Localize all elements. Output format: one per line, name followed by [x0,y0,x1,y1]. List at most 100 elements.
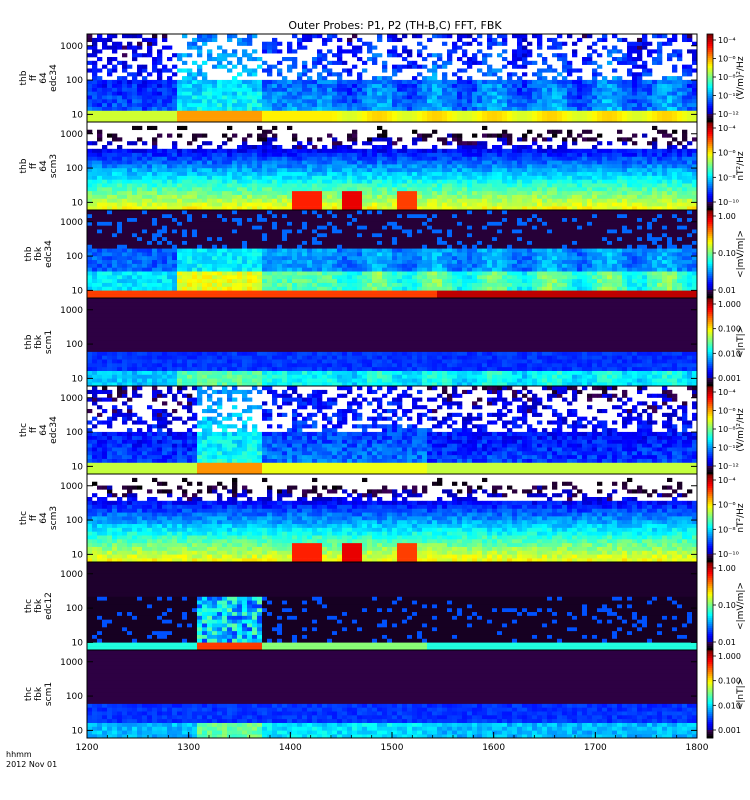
panel-1-colorbar-tick-label: 10⁻⁶ [718,55,736,64]
panel-3-heatmap [87,210,698,299]
x-axis: 1200 1300 1400 1500 1600 1700 1800 [76,732,709,753]
panel-4-y-tick-label: 10 [72,374,84,384]
panel-2: 1000 100 10 thb ff 64 scm3 10⁻⁴ 10⁻⁶ 10⁻⁸ 10⁻¹⁰ nT²… [19,121,746,211]
panel-4-colorbar-tick-label: 0.010 [718,349,741,358]
panel-4-colorbar-tick-label: 1.000 [718,300,741,309]
panel-3-label: thb fbk edc34 [24,240,54,268]
panel-label-line: fbk [34,598,44,613]
panel-8-heatmap [87,650,698,739]
panel-5-y-tick-label: 10 [72,462,84,472]
panel-6-colorbar-tick-label: 10⁻⁸ [718,525,736,534]
panel-label-line: edc34 [49,416,59,444]
panel-1-colorbar-tick-label: 10⁻¹⁰ [718,92,739,101]
panel-4-colorbar-tick-label: 0.100 [718,325,741,334]
panel-6-y-axis: 1000 100 10 [60,482,697,560]
panel-label-line: edc34 [44,240,54,268]
panel-4-y-tick-label: 1000 [60,306,83,316]
panel-3-colorbar-tick-label: 1.00 [718,212,736,221]
panel-1-y-tick-label: 10 [72,110,84,120]
panel-label-line: ff [29,74,39,81]
panel-5-colorbar-tick-label: 10⁻⁸ [718,425,736,434]
panel-4-colorbar: 1.000 0.100 0.010 0.001 <|nT|> [706,297,746,387]
panel-3-y-tick-label: 1000 [60,218,83,228]
panel-8: 1000 100 10 thc fbk scm1 1.000 0.100 0.010 0.001 <… [24,649,746,739]
panel-label-line: scm1 [44,330,54,354]
x-tick-label: 1600 [482,743,505,753]
panel-3-y-tick-label: 10 [72,286,84,296]
x-tick-label: 1500 [381,743,404,753]
panel-5-y-axis: 1000 100 10 [60,394,697,472]
panel-8-y-tick-label: 100 [66,692,83,702]
panel-6-colorbar-title: nT²/Hz [736,503,746,533]
panel-2-colorbar-title: nT²/Hz [736,151,746,181]
x-tick-label: 1700 [584,743,607,753]
panel-2-label: thb ff 64 scm3 [19,154,59,178]
panel-7: 1000 100 10 thc fbk edc12 1.00 0.10 0.01<|mV/m|> [24,561,746,651]
panel-3-y-axis: 1000 100 10 [60,218,697,296]
panel-4-colorbar-title: <|nT|> [736,326,746,358]
panel-1-y-tick-label: 100 [66,76,83,86]
panel-1-label: thb ff 64 edc34 [19,64,59,92]
panel-7-y-tick-label: 100 [66,604,83,614]
panel-label-line: edc12 [44,592,54,620]
panel-8-colorbar-title: <|nT|> [736,678,746,710]
panel-7-colorbar-tick-label: 0.01 [718,638,736,647]
panel-7-colorbar: 1.00 0.10 0.01<|mV/m|> [706,561,746,651]
panel-7-colorbar-title: <|mV/m|> [736,582,746,630]
panel-7-y-tick-label: 1000 [60,570,83,580]
panel-7-heatmap [87,562,698,651]
panel-8-colorbar-tick-label: 0.001 [718,726,741,735]
panel-8-colorbar-tick-label: 0.100 [718,677,741,686]
panel-6-heatmap [87,474,698,563]
panel-2-colorbar-tick-label: 10⁻¹⁰ [718,198,739,207]
panel-label-line: scm3 [49,506,59,530]
panel-8-colorbar-tick-label: 0.010 [718,701,741,710]
panel-4-label: thb fbk scm1 [24,330,54,354]
panel-3-colorbar-tick-label: 0.10 [718,249,736,258]
panel-1-colorbar-title: (V/m)²/Hz [736,56,746,99]
x-tick-label: 1800 [686,743,709,753]
panel-1-colorbar-tick-label: 10⁻¹² [718,110,739,119]
panel-2-colorbar-tick-label: 10⁻⁸ [718,173,736,182]
panel-3-colorbar: 1.00 0.10 0.01<|mV/m|> [706,209,746,299]
panel-5-colorbar-tick-label: 10⁻⁴ [718,388,736,397]
x-tick-label: 1300 [177,743,200,753]
panel-8-colorbar-tick-label: 1.000 [718,652,741,661]
panel-7-y-axis: 1000 100 10 [60,570,697,648]
panel-4-y-tick-label: 100 [66,340,83,350]
panel-label-line: thc [24,687,34,701]
panel-6-y-tick-label: 1000 [60,482,83,492]
panel-5-colorbar-tick-label: 10⁻⁶ [718,407,736,416]
panel-3-colorbar-tick-label: 0.01 [718,286,736,295]
panel-6-colorbar-tick-label: 10⁻¹⁰ [718,550,739,559]
panel-2-heatmap [87,122,698,211]
panel-3-colorbar-title: <|mV/m|> [736,230,746,278]
panel-label-line: thb [19,70,29,85]
panel-2-y-tick-label: 10 [72,198,84,208]
panel-5-y-tick-label: 1000 [60,394,83,404]
panel-label-line: scm1 [44,682,54,706]
panel-label-line: thb [24,334,34,349]
x-tick-label: 1200 [76,743,99,753]
panel-label-line: fbk [34,334,44,349]
x-axis-label-line2: 2012 Nov 01 [6,760,57,769]
panel-3: 1000 100 10 thb fbk edc34 1.00 0.10 0.01<|mV/m|> [24,209,746,299]
panel-label-line: ff [29,426,39,433]
panel-5-y-tick-label: 100 [66,428,83,438]
panel-4-colorbar-tick-label: 0.001 [718,374,741,383]
panel-label-line: 64 [39,160,49,172]
panel-3-y-tick-label: 100 [66,252,83,262]
panel-label-line: 64 [39,72,49,84]
panel-label-line: thb [19,158,29,173]
panel-8-y-axis: 1000 100 10 [60,658,697,736]
panel-5-colorbar-tick-label: 10⁻¹² [718,462,739,471]
panel-label-line: thc [24,599,34,613]
panel-1-colorbar: 10⁻⁴ 10⁻⁶ 10⁻⁸ 10⁻¹⁰ 10⁻¹² (V/m)²/Hz [706,33,746,123]
panel-1-y-axis: 1000 100 10 [60,42,697,120]
chart-title: Outer Probes: P1, P2 (TH-B,C) FFT, FBK [288,19,502,32]
panel-6-y-tick-label: 10 [72,550,84,560]
panel-label-line: 64 [39,512,49,524]
panel-label-line: fbk [34,246,44,261]
panel-7-label: thc fbk edc12 [24,592,54,620]
